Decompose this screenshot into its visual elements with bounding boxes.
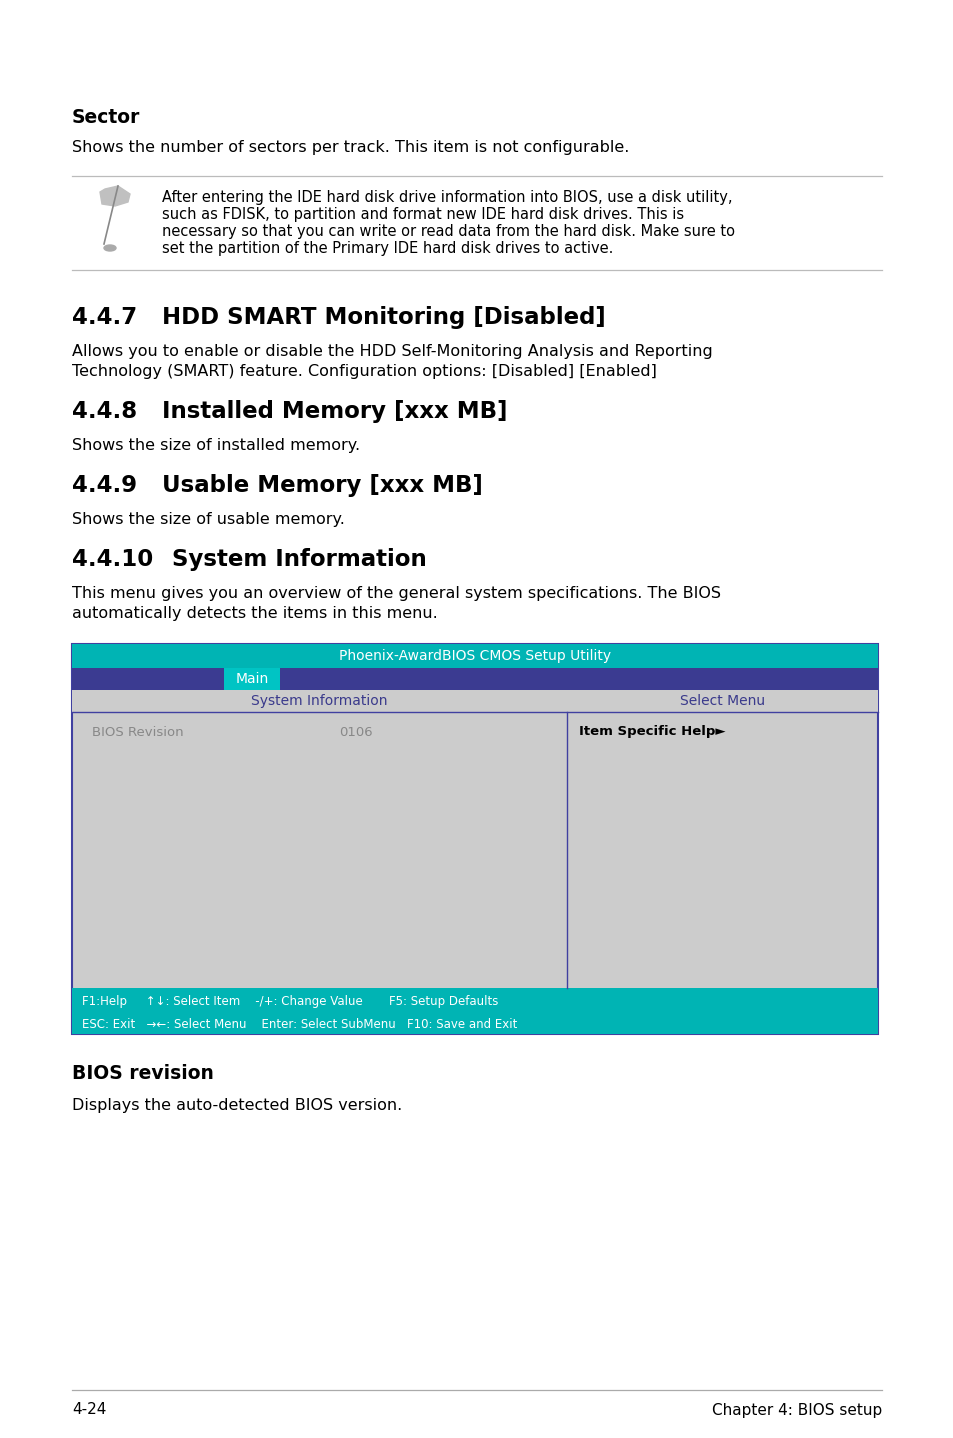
Text: Sector: Sector — [71, 108, 140, 127]
Text: BIOS Revision: BIOS Revision — [91, 726, 183, 739]
Text: automatically detects the items in this menu.: automatically detects the items in this … — [71, 605, 437, 621]
Text: Installed Memory [xxx MB]: Installed Memory [xxx MB] — [162, 400, 507, 423]
Text: Select Menu: Select Menu — [679, 695, 764, 707]
Text: After entering the IDE hard disk drive information into BIOS, use a disk utility: After entering the IDE hard disk drive i… — [162, 190, 732, 206]
Text: F1:Help     ↑↓: Select Item    -/+: Change Value       F5: Setup Defaults: F1:Help ↑↓: Select Item -/+: Change Valu… — [82, 995, 497, 1008]
Text: 4.4.7: 4.4.7 — [71, 306, 137, 329]
Text: necessary so that you can write or read data from the hard disk. Make sure to: necessary so that you can write or read … — [162, 224, 734, 239]
Text: 4.4.10: 4.4.10 — [71, 548, 153, 571]
Text: Shows the size of usable memory.: Shows the size of usable memory. — [71, 512, 345, 526]
Text: ESC: Exit   →←: Select Menu    Enter: Select SubMenu   F10: Save and Exit: ESC: Exit →←: Select Menu Enter: Select … — [82, 1018, 517, 1031]
Bar — [71, 669, 877, 690]
Text: Item Specific Help►: Item Specific Help► — [578, 726, 725, 739]
Text: BIOS revision: BIOS revision — [71, 1064, 213, 1083]
Bar — [71, 690, 566, 712]
Text: Chapter 4: BIOS setup: Chapter 4: BIOS setup — [711, 1402, 882, 1418]
Bar — [566, 690, 877, 712]
Text: This menu gives you an overview of the general system specifications. The BIOS: This menu gives you an overview of the g… — [71, 587, 720, 601]
Text: System Information: System Information — [251, 695, 387, 707]
Bar — [71, 988, 877, 1034]
Bar — [71, 644, 877, 1034]
Bar — [71, 644, 877, 669]
Bar — [224, 669, 280, 690]
Polygon shape — [100, 186, 130, 206]
Text: Allows you to enable or disable the HDD Self-Monitoring Analysis and Reporting: Allows you to enable or disable the HDD … — [71, 344, 712, 360]
Text: 4-24: 4-24 — [71, 1402, 107, 1418]
Text: Phoenix-AwardBIOS CMOS Setup Utility: Phoenix-AwardBIOS CMOS Setup Utility — [338, 649, 611, 663]
Text: Shows the size of installed memory.: Shows the size of installed memory. — [71, 439, 359, 453]
Text: Main: Main — [235, 672, 269, 686]
Text: 4.4.8: 4.4.8 — [71, 400, 137, 423]
Text: such as FDISK, to partition and format new IDE hard disk drives. This is: such as FDISK, to partition and format n… — [162, 207, 683, 221]
Text: Technology (SMART) feature. Configuration options: [Disabled] [Enabled]: Technology (SMART) feature. Configuratio… — [71, 364, 657, 380]
Text: 4.4.9: 4.4.9 — [71, 475, 137, 498]
Text: Usable Memory [xxx MB]: Usable Memory [xxx MB] — [162, 475, 482, 498]
Text: set the partition of the Primary IDE hard disk drives to active.: set the partition of the Primary IDE har… — [162, 242, 613, 256]
Ellipse shape — [104, 244, 116, 252]
Text: Displays the auto-detected BIOS version.: Displays the auto-detected BIOS version. — [71, 1099, 402, 1113]
Text: 0106: 0106 — [339, 726, 373, 739]
Text: System Information: System Information — [172, 548, 426, 571]
Text: Shows the number of sectors per track. This item is not configurable.: Shows the number of sectors per track. T… — [71, 139, 629, 155]
Text: HDD SMART Monitoring [Disabled]: HDD SMART Monitoring [Disabled] — [162, 306, 605, 329]
